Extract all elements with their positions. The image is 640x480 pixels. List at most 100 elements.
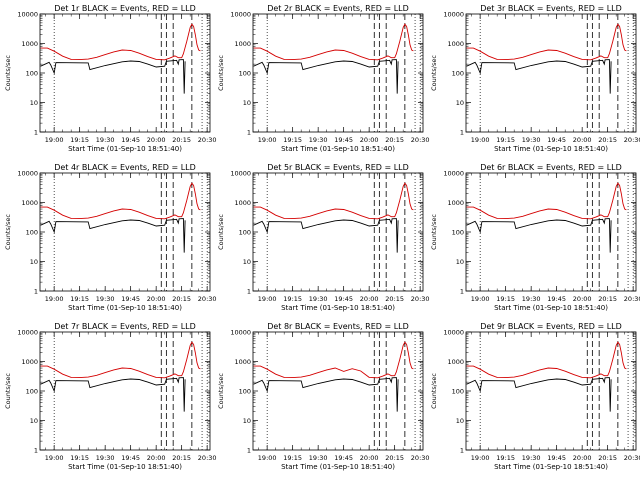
x-axis-label: Start Time (01-Sep-10 18:51:40)	[281, 463, 395, 471]
x-tick-label: 19:30	[522, 454, 541, 462]
x-tick-label: 19:30	[309, 136, 328, 144]
x-tick-label: 20:00	[147, 295, 166, 303]
y-tick-label: 10000	[443, 170, 464, 178]
y-tick-label: 10	[30, 258, 38, 266]
y-tick-label: 10000	[230, 170, 251, 178]
x-axis-label: Start Time (01-Sep-10 18:51:40)	[68, 463, 182, 471]
y-tick-label: 1	[247, 129, 251, 137]
x-tick-label: 20:00	[147, 454, 166, 462]
x-tick-label: 19:30	[96, 136, 115, 144]
x-tick-label: 19:45	[334, 295, 353, 303]
y-tick-label: 10000	[443, 11, 464, 19]
x-axis-label: Start Time (01-Sep-10 18:51:40)	[281, 304, 395, 312]
x-tick-label: 20:15	[598, 454, 617, 462]
y-tick-label: 100	[452, 70, 464, 78]
y-tick-label: 10	[30, 417, 38, 425]
x-tick-label: 19:00	[45, 136, 64, 144]
x-tick-label: 19:00	[471, 454, 490, 462]
y-tick-label: 1	[34, 447, 38, 455]
x-tick-label: 19:45	[547, 454, 566, 462]
x-tick-label: 20:00	[360, 295, 379, 303]
panel-title: Det 8r BLACK = Events, RED = LLD	[267, 322, 409, 331]
events-series-line	[466, 218, 612, 253]
x-tick-label: 20:30	[624, 136, 640, 144]
y-tick-label: 10	[456, 417, 464, 425]
x-tick-label: 19:00	[45, 295, 64, 303]
y-tick-label: 100	[26, 229, 38, 237]
y-tick-label: 100	[26, 388, 38, 396]
x-tick-label: 19:45	[121, 454, 140, 462]
lld-series-line	[40, 341, 201, 379]
y-tick-label: 100	[239, 229, 251, 237]
y-tick-label: 100	[452, 229, 464, 237]
lld-series-line	[466, 341, 627, 379]
x-tick-label: 19:30	[96, 454, 115, 462]
lld-series-line	[40, 182, 201, 220]
x-tick-label: 20:30	[624, 295, 640, 303]
x-tick-label: 20:00	[573, 454, 592, 462]
detector-panel-7: Det 7r BLACK = Events, RED = LLD Counts/s…	[4, 322, 217, 471]
events-series-line	[40, 377, 186, 412]
x-axis-label: Start Time (01-Sep-10 18:51:40)	[494, 145, 608, 153]
x-tick-label: 20:15	[598, 136, 617, 144]
x-tick-label: 19:15	[496, 454, 515, 462]
x-tick-label: 20:15	[172, 454, 191, 462]
detector-panel-6: Det 6r BLACK = Events, RED = LLD Counts/s…	[430, 163, 640, 312]
x-tick-label: 20:15	[172, 136, 191, 144]
x-tick-label: 20:15	[598, 295, 617, 303]
panel-title: Det 2r BLACK = Events, RED = LLD	[267, 4, 409, 13]
x-tick-label: 19:30	[522, 136, 541, 144]
y-axis-label: Counts/sec	[217, 373, 225, 409]
x-axis-label: Start Time (01-Sep-10 18:51:40)	[494, 304, 608, 312]
x-tick-label: 19:45	[121, 136, 140, 144]
y-tick-label: 10000	[17, 329, 38, 337]
y-tick-label: 1000	[234, 358, 251, 366]
x-tick-label: 19:45	[547, 136, 566, 144]
y-axis-label: Counts/sec	[4, 214, 12, 250]
y-tick-label: 10	[243, 417, 251, 425]
y-tick-label: 100	[239, 70, 251, 78]
lld-series-line	[466, 23, 627, 61]
detector-panel-4: Det 4r BLACK = Events, RED = LLD Counts/s…	[4, 163, 217, 312]
detector-panel-5: Det 5r BLACK = Events, RED = LLD Counts/s…	[217, 163, 430, 312]
y-axis-label: Counts/sec	[217, 55, 225, 91]
x-tick-label: 19:15	[70, 295, 89, 303]
x-tick-label: 19:00	[471, 295, 490, 303]
y-tick-label: 10	[30, 99, 38, 107]
x-tick-label: 19:15	[70, 454, 89, 462]
x-tick-label: 20:30	[411, 295, 430, 303]
y-tick-label: 100	[452, 388, 464, 396]
x-tick-label: 20:00	[573, 136, 592, 144]
x-axis-label: Start Time (01-Sep-10 18:51:40)	[68, 145, 182, 153]
x-axis-label: Start Time (01-Sep-10 18:51:40)	[494, 463, 608, 471]
x-tick-label: 20:30	[198, 136, 217, 144]
x-tick-label: 19:45	[334, 454, 353, 462]
x-tick-label: 19:00	[258, 295, 277, 303]
panel-title: Det 3r BLACK = Events, RED = LLD	[480, 4, 622, 13]
y-tick-label: 10	[456, 99, 464, 107]
y-tick-label: 1000	[447, 199, 464, 207]
x-tick-label: 20:15	[385, 295, 404, 303]
x-axis-label: Start Time (01-Sep-10 18:51:40)	[68, 304, 182, 312]
events-series-line	[40, 59, 186, 94]
y-axis-label: Counts/sec	[430, 214, 438, 250]
x-tick-label: 19:15	[283, 295, 302, 303]
y-tick-label: 1000	[447, 40, 464, 48]
events-series-line	[253, 218, 399, 253]
lld-series-line	[253, 23, 414, 61]
x-tick-label: 19:45	[334, 136, 353, 144]
x-tick-label: 19:15	[283, 136, 302, 144]
x-tick-label: 20:30	[198, 454, 217, 462]
y-tick-label: 10000	[443, 329, 464, 337]
x-tick-label: 20:00	[360, 454, 379, 462]
x-tick-label: 19:30	[309, 295, 328, 303]
x-tick-label: 19:00	[258, 136, 277, 144]
x-tick-label: 19:00	[471, 136, 490, 144]
x-tick-label: 20:30	[624, 454, 640, 462]
y-tick-label: 1000	[21, 199, 38, 207]
x-tick-label: 20:15	[385, 454, 404, 462]
y-axis-label: Counts/sec	[430, 373, 438, 409]
x-tick-label: 19:00	[258, 454, 277, 462]
y-tick-label: 10000	[230, 11, 251, 19]
events-series-line	[40, 218, 186, 253]
